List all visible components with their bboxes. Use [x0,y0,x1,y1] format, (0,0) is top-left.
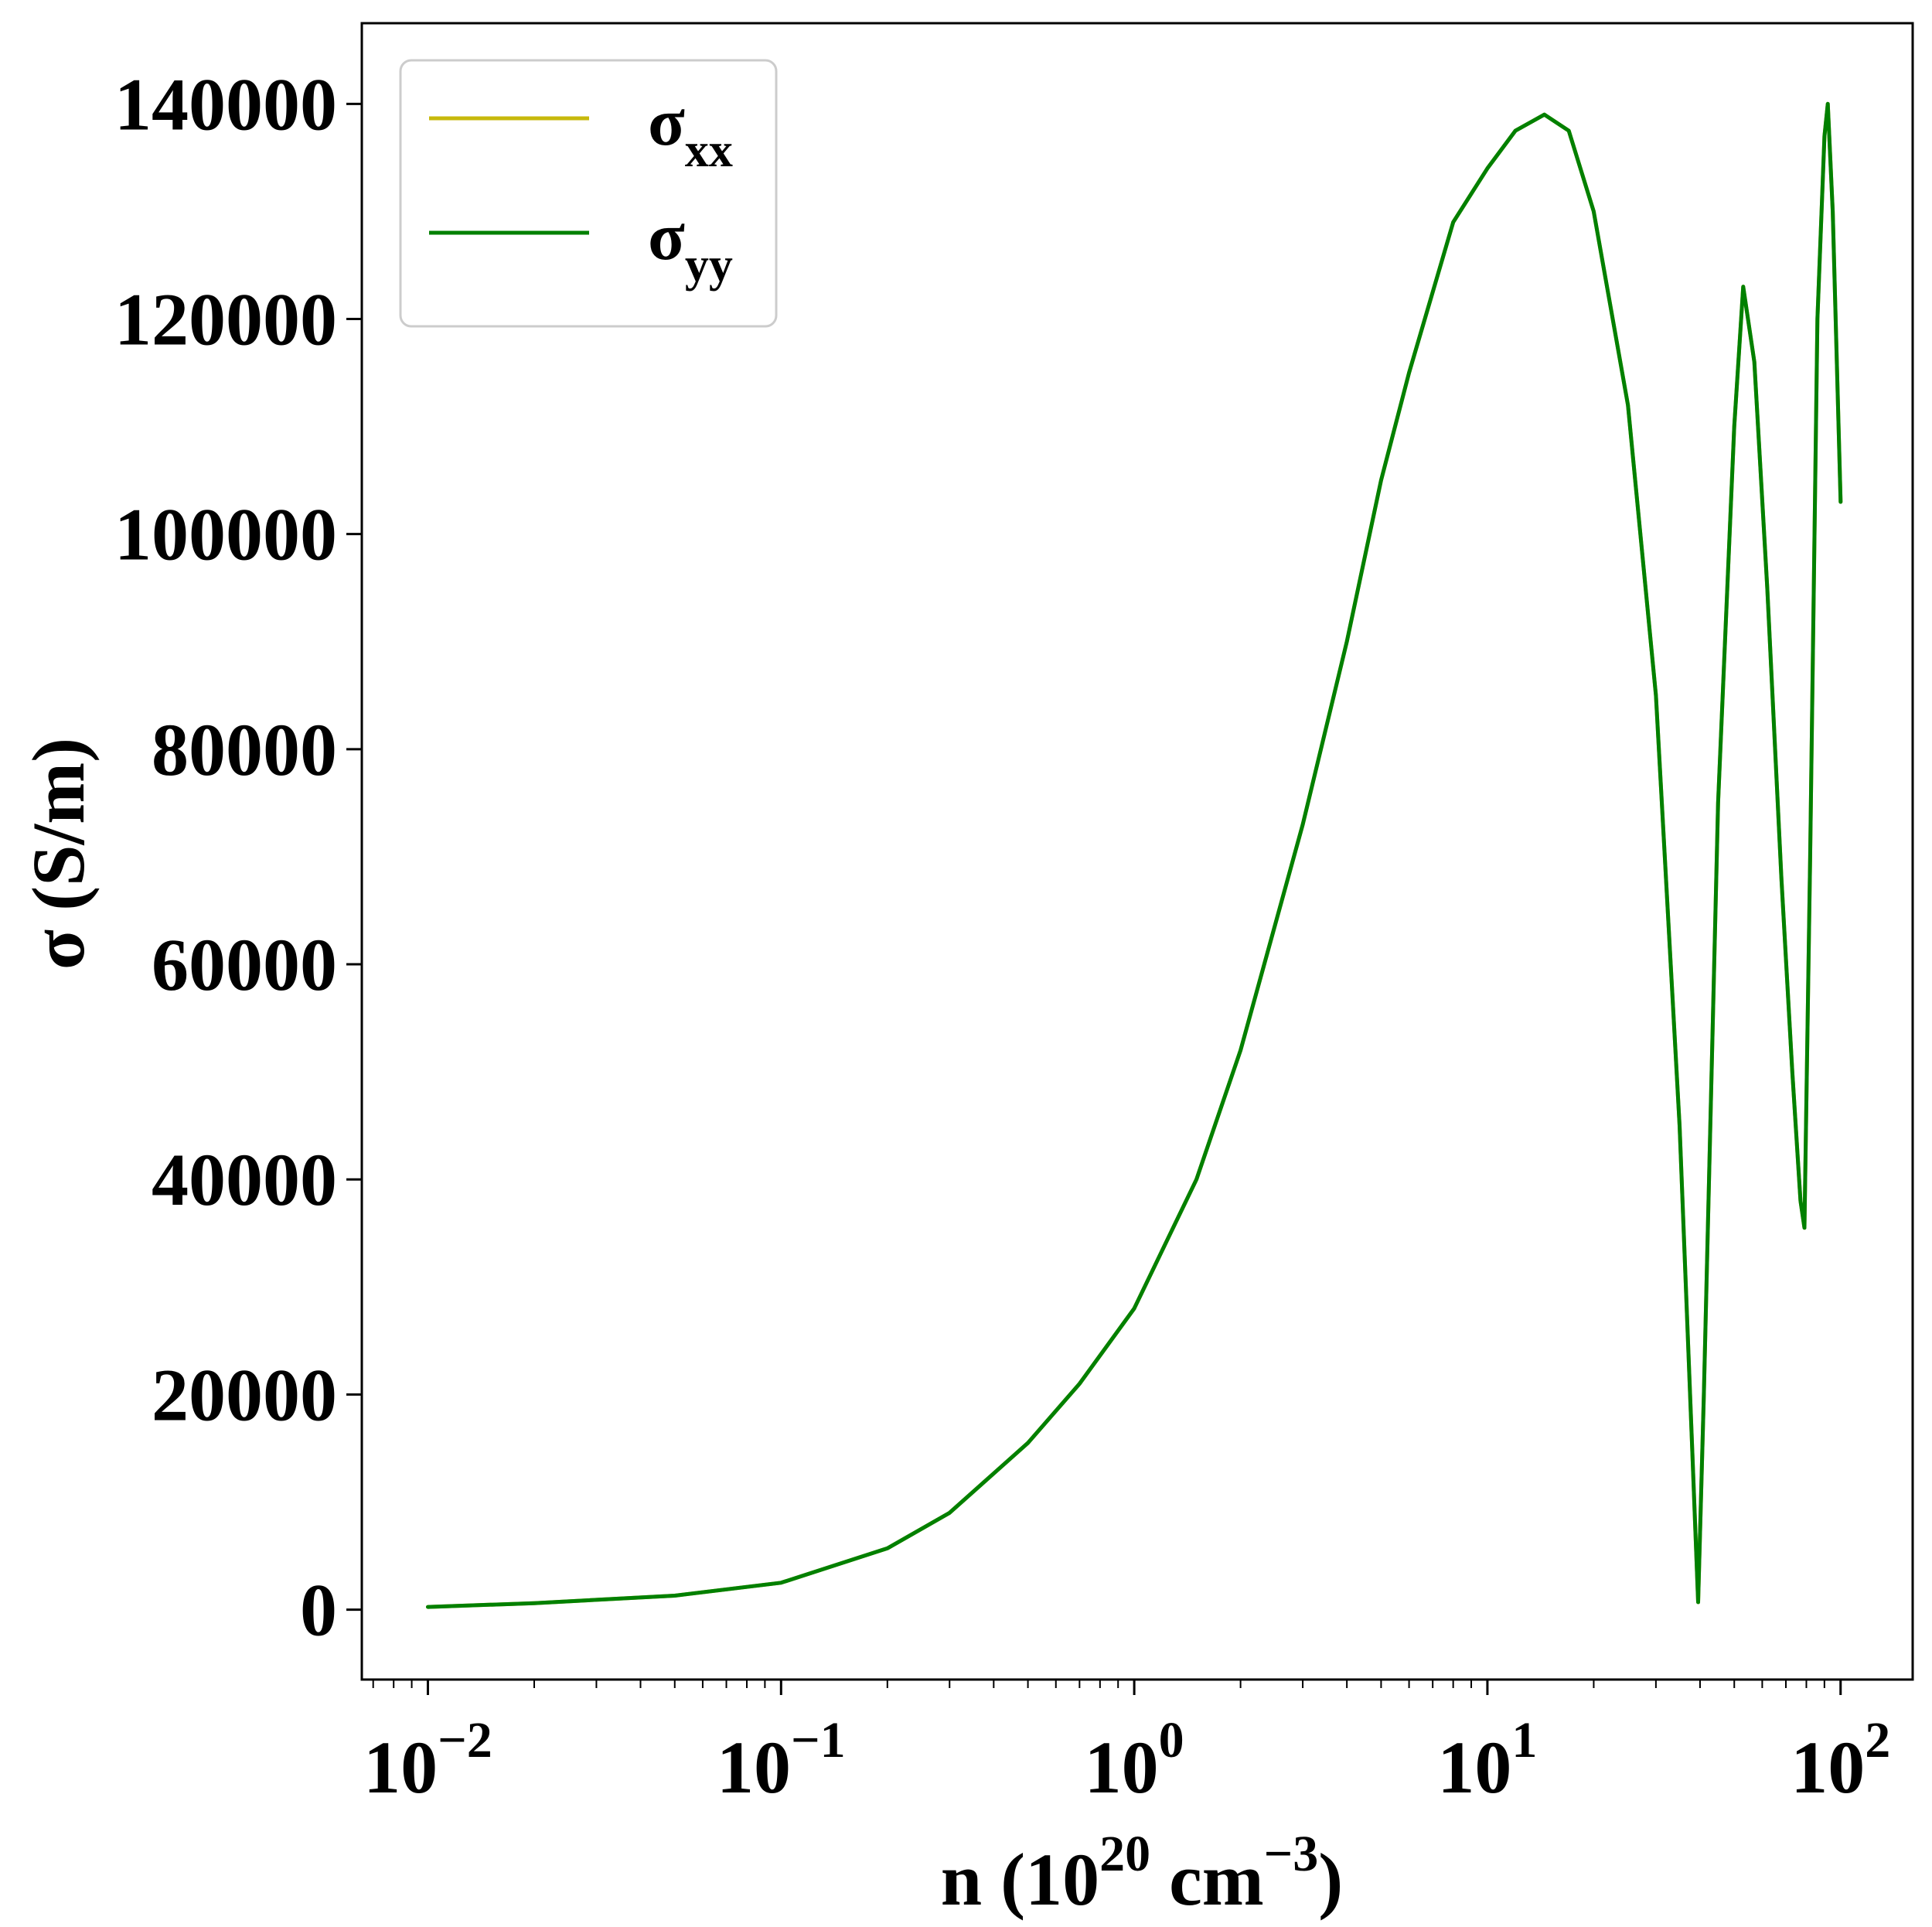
y-tick-label: 100000 [114,493,337,576]
x-axis: 10−2 10−1 100 101 102 [363,1680,1890,1809]
y-axis-label: σ (S/m) [17,738,100,970]
x-tick-label: 101 [1437,1712,1537,1809]
plot-frame [360,22,1914,1681]
y-tick-label: 60000 [152,923,337,1006]
legend-box [399,59,778,328]
legend: σxx σyy [399,59,778,328]
x-tick-label: 102 [1791,1712,1890,1809]
y-tick-label: 80000 [152,708,337,791]
legend-label-sigma-yy-base: σ [648,200,685,275]
x-tick-label: 100 [1085,1712,1184,1809]
legend-label-sigma-yy: σyy [648,200,733,292]
y-tick-label: 140000 [114,63,337,145]
y-axis: 0 20000 40000 60000 80000 100000 120000 140000 [114,63,362,1652]
x-tick-label: 10−1 [717,1712,846,1809]
y-tick-label: 120000 [114,278,337,361]
legend-label-sigma-xx-base: σ [648,85,685,160]
legend-label-sigma-xx-sub: xx [685,124,733,177]
legend-label-sigma-yy-sub: yy [685,239,733,292]
y-tick-label: 40000 [152,1138,337,1221]
y-tick-label: 20000 [152,1353,337,1436]
y-tick-label: 0 [300,1569,337,1652]
x-axis-label: n (1020 cm−3) [941,1826,1344,1921]
x-tick-label: 10−2 [363,1712,492,1809]
legend-label-sigma-xx: σxx [648,85,733,177]
series-lines [426,101,1843,1609]
series-line-sigma-yy [426,101,1843,1609]
